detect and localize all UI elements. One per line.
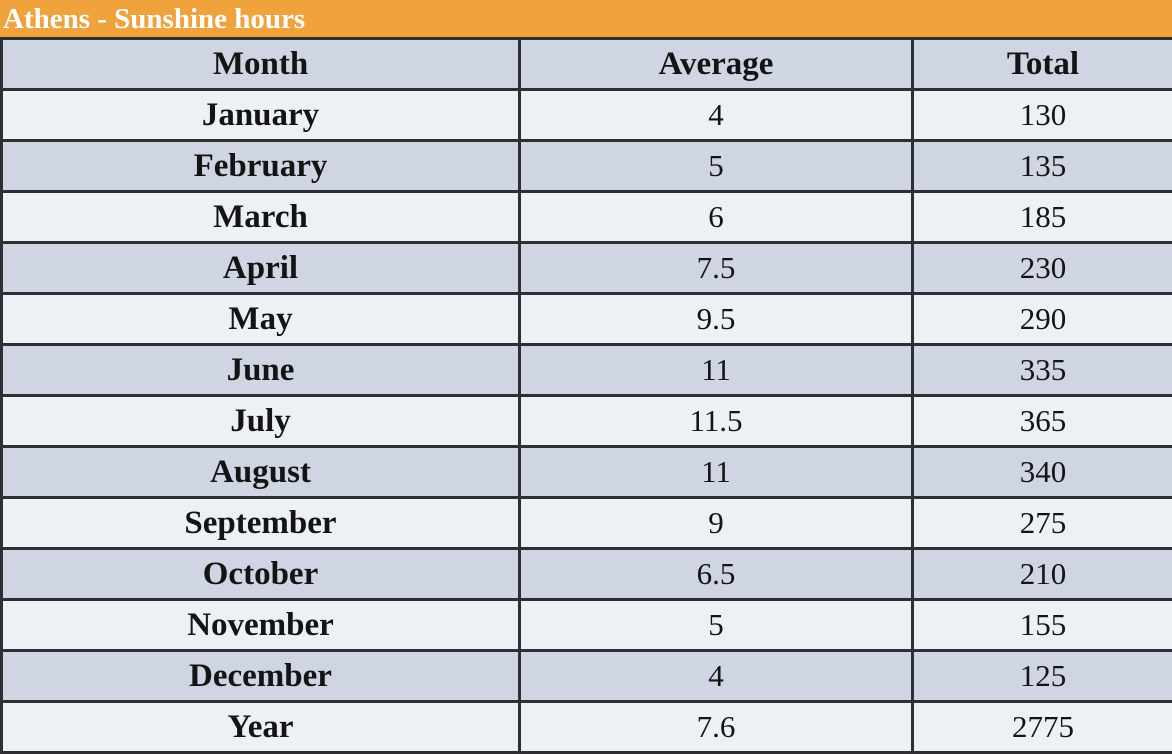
total-cell: 290 (913, 294, 1172, 345)
column-header-average: Average (520, 39, 913, 90)
total-cell: 125 (913, 651, 1172, 702)
month-cell: November (2, 600, 520, 651)
total-cell: 230 (913, 243, 1172, 294)
total-cell: 2775 (913, 702, 1172, 753)
total-cell: 135 (913, 141, 1172, 192)
total-cell: 365 (913, 396, 1172, 447)
average-cell: 11 (520, 345, 913, 396)
total-cell: 210 (913, 549, 1172, 600)
total-cell: 275 (913, 498, 1172, 549)
table-title-bar: Athens - Sunshine hours (0, 0, 1172, 37)
average-cell: 9 (520, 498, 913, 549)
total-cell: 335 (913, 345, 1172, 396)
average-cell: 6 (520, 192, 913, 243)
month-cell: Year (2, 702, 520, 753)
average-cell: 11.5 (520, 396, 913, 447)
month-cell: October (2, 549, 520, 600)
month-cell: August (2, 447, 520, 498)
column-header-month: Month (2, 39, 520, 90)
table-title: Athens - Sunshine hours (0, 1, 305, 37)
total-cell: 185 (913, 192, 1172, 243)
header-row: Month Average Total (2, 39, 1172, 90)
month-cell: September (2, 498, 520, 549)
month-cell: May (2, 294, 520, 345)
average-cell: 5 (520, 600, 913, 651)
average-cell: 6.5 (520, 549, 913, 600)
month-cell: January (2, 90, 520, 141)
average-cell: 4 (520, 651, 913, 702)
total-cell: 340 (913, 447, 1172, 498)
total-cell: 130 (913, 90, 1172, 141)
average-cell: 9.5 (520, 294, 913, 345)
total-cell: 155 (913, 600, 1172, 651)
average-cell: 7.5 (520, 243, 913, 294)
column-header-total: Total (913, 39, 1172, 90)
month-cell: April (2, 243, 520, 294)
average-cell: 5 (520, 141, 913, 192)
month-cell: July (2, 396, 520, 447)
average-cell: 4 (520, 90, 913, 141)
month-cell: March (2, 192, 520, 243)
month-cell: June (2, 345, 520, 396)
month-cell: December (2, 651, 520, 702)
average-cell: 7.6 (520, 702, 913, 753)
average-cell: 11 (520, 447, 913, 498)
month-cell: February (2, 141, 520, 192)
